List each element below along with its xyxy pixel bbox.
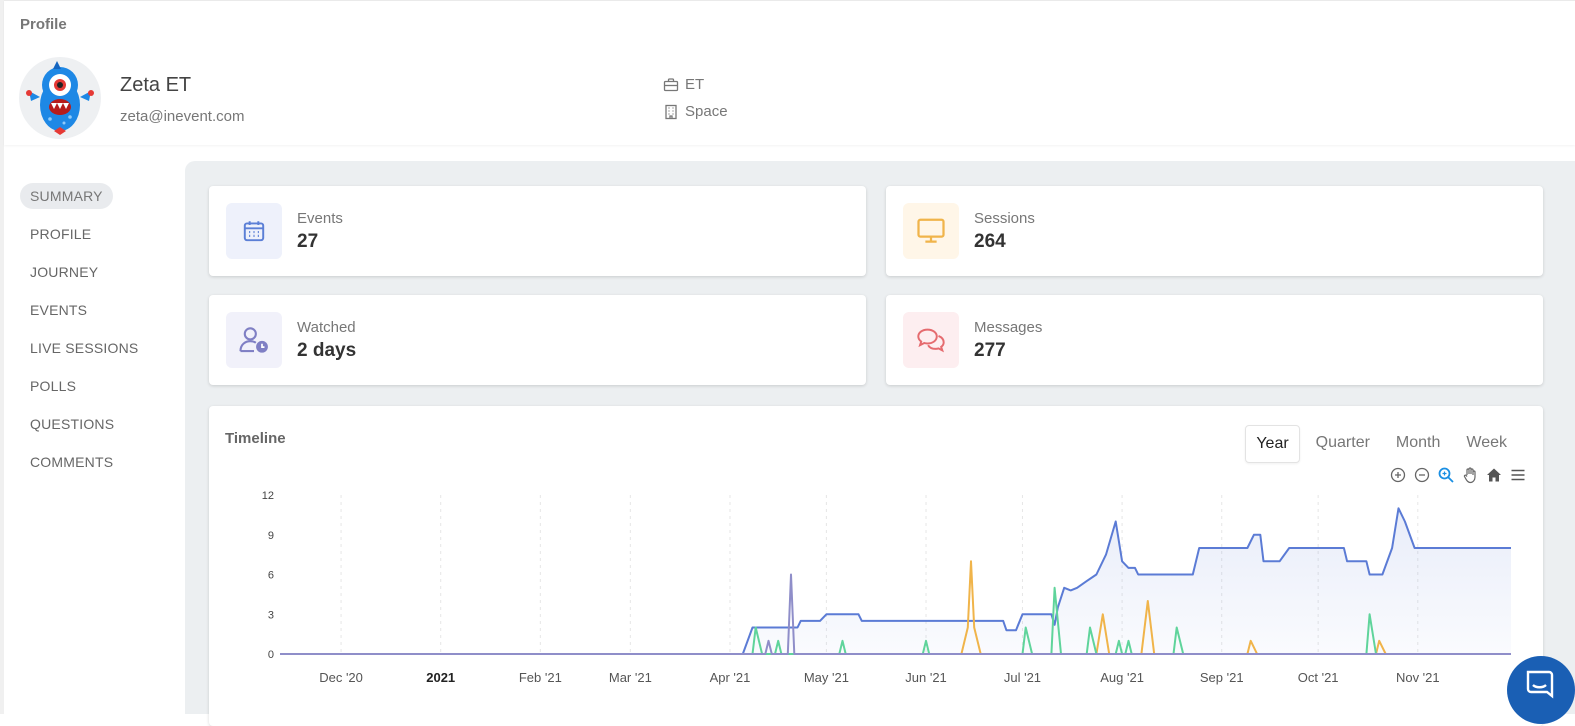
x-tick-label: Jun '21 (905, 670, 947, 685)
briefcase-icon (663, 77, 679, 91)
range-tab-year[interactable]: Year (1245, 425, 1300, 463)
x-tick-label: Oct '21 (1298, 670, 1339, 685)
sessions-label: Sessions (974, 210, 1035, 227)
x-tick-label: Mar '21 (609, 670, 652, 685)
location-row: Space (663, 103, 728, 120)
monitor-icon (917, 218, 945, 243)
y-tick-label: 9 (268, 530, 274, 542)
company-name: ET (685, 76, 705, 93)
series-line-0 (280, 507, 1511, 655)
messages-icon-box (903, 312, 959, 368)
watched-icon-box (226, 312, 282, 368)
messages-label: Messages (974, 319, 1043, 336)
x-tick-label: Aug '21 (1100, 670, 1144, 685)
range-tabs: Year Quarter Month Week (1245, 425, 1517, 463)
watched-value: 2 days (297, 340, 357, 361)
nav-item-summary[interactable]: SUMMARY (20, 183, 113, 209)
sessions-value: 264 (974, 231, 1006, 252)
y-tick-label: 12 (262, 490, 274, 502)
nav-item-events[interactable]: EVENTS (30, 302, 88, 318)
user-email: zeta@inevent.com (120, 108, 245, 125)
location-name: Space (685, 103, 728, 120)
sidebar-nav: SUMMARY PROFILE JOURNEY EVENTS LIVE SESS… (20, 183, 170, 487)
zoom-in-icon[interactable] (1389, 466, 1407, 484)
x-tick-label: 2021 (426, 670, 455, 685)
x-tick-label: Jul '21 (1004, 670, 1041, 685)
timeline-title: Timeline (225, 430, 286, 447)
events-value: 27 (297, 231, 319, 252)
nav-item-comments[interactable]: COMMENTS (30, 454, 114, 470)
x-tick-label: Sep '21 (1200, 670, 1244, 685)
reset-home-icon[interactable] (1485, 466, 1503, 484)
user-clock-icon (239, 327, 268, 353)
selection-zoom-icon[interactable] (1437, 466, 1455, 484)
support-chat-button[interactable] (1507, 656, 1575, 724)
page-title: Profile (20, 16, 67, 33)
timeline-card: Timeline Year Quarter Month Week Dec '20… (209, 406, 1543, 726)
company-row: ET (663, 76, 704, 93)
nav-item-questions[interactable]: QUESTIONS (30, 416, 115, 432)
y-tick-label: 0 (268, 649, 274, 661)
nav-item-journey[interactable]: JOURNEY (30, 264, 99, 280)
menu-icon[interactable] (1509, 466, 1527, 484)
zoom-out-icon[interactable] (1413, 466, 1431, 484)
x-tick-label: Feb '21 (519, 670, 562, 685)
nav-item-live-sessions[interactable]: LIVE SESSIONS (30, 340, 139, 356)
x-tick-label: Dec '20 (319, 670, 363, 685)
series-area (280, 508, 1511, 654)
building-icon (665, 104, 677, 119)
pan-hand-icon[interactable] (1461, 466, 1479, 484)
chat-bubbles-icon (917, 328, 945, 353)
messages-card: Messages 277 (886, 295, 1543, 385)
chart-toolbar (1389, 466, 1527, 484)
sessions-icon-box (903, 203, 959, 259)
x-tick-label: Nov '21 (1396, 670, 1440, 685)
y-tick-label: 6 (268, 570, 274, 582)
profile-header (4, 0, 1575, 145)
series-line-2 (280, 586, 1511, 655)
watched-label: Watched (297, 319, 356, 336)
events-icon-box (226, 203, 282, 259)
range-tab-quarter[interactable]: Quarter (1315, 434, 1370, 451)
calendar-icon (243, 221, 265, 242)
sessions-card: Sessions 264 (886, 186, 1543, 276)
x-tick-label: May '21 (804, 670, 849, 685)
left-edge (0, 0, 4, 714)
timeline-chart[interactable]: Dec '20 2021 Feb '21 Mar '21 Apr '21 May '21 J… (209, 406, 1543, 726)
monster-avatar-icon (26, 61, 94, 135)
nav-item-polls[interactable]: POLLS (30, 378, 77, 394)
range-tab-week[interactable]: Week (1466, 434, 1507, 451)
user-name: Zeta ET (120, 74, 192, 96)
x-tick-label: Apr '21 (710, 670, 751, 685)
events-card: Events 27 (209, 186, 866, 276)
watched-card: Watched 2 days (209, 295, 866, 385)
range-tab-month[interactable]: Month (1395, 434, 1441, 451)
summary-panel: Events 27 Sessions 264 Watched 2 days (185, 161, 1575, 726)
messages-value: 277 (974, 340, 1006, 361)
avatar[interactable] (19, 57, 101, 139)
series-line-3 (280, 573, 1511, 655)
y-tick-label: 3 (268, 609, 274, 621)
chat-icon (1526, 670, 1554, 699)
nav-item-profile[interactable]: PROFILE (30, 226, 92, 242)
events-label: Events (297, 210, 343, 227)
